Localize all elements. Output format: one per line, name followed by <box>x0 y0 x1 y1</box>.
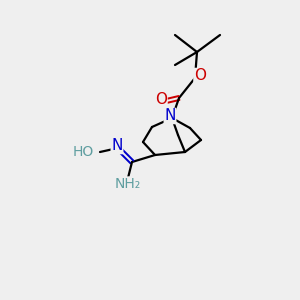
Text: O: O <box>155 92 167 107</box>
Text: NH₂: NH₂ <box>115 177 141 191</box>
Text: HO: HO <box>73 145 94 159</box>
Text: N: N <box>111 139 123 154</box>
Text: N: N <box>164 109 176 124</box>
Text: O: O <box>194 68 206 83</box>
